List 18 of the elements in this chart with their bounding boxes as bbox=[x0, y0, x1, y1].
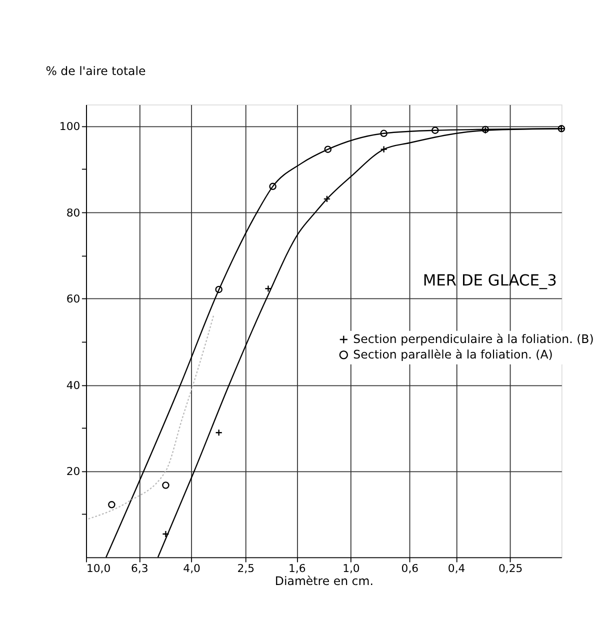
x-tick-label: 4,0 bbox=[183, 562, 201, 576]
y-tick-label: 80 bbox=[66, 206, 80, 220]
y-tick-label: 60 bbox=[66, 292, 80, 306]
y-axis-title: % de l'aire totale bbox=[46, 64, 146, 78]
y-tick-label: 100 bbox=[59, 120, 80, 134]
x-axis-title: Diamètre en cm. bbox=[274, 574, 374, 588]
x-tick-label: 2,5 bbox=[237, 562, 254, 576]
x-tick-label: 0,6 bbox=[401, 562, 419, 576]
y-tick-label: 20 bbox=[66, 465, 80, 478]
legend-label: Section perpendiculaire à la foliation. (B) bbox=[353, 332, 594, 346]
legend-label: Section parallèle à la foliation. (A) bbox=[353, 347, 553, 362]
x-tick-label: 0,25 bbox=[498, 562, 523, 576]
x-tick-label: 1,0 bbox=[342, 562, 360, 576]
x-tick-label: 1,6 bbox=[288, 562, 306, 576]
x-tick-label: 10,0 bbox=[86, 562, 111, 576]
x-tick-label: 6,3 bbox=[130, 562, 148, 576]
x-tick-label: 0,4 bbox=[448, 562, 466, 576]
y-tick-label: 40 bbox=[66, 378, 80, 392]
